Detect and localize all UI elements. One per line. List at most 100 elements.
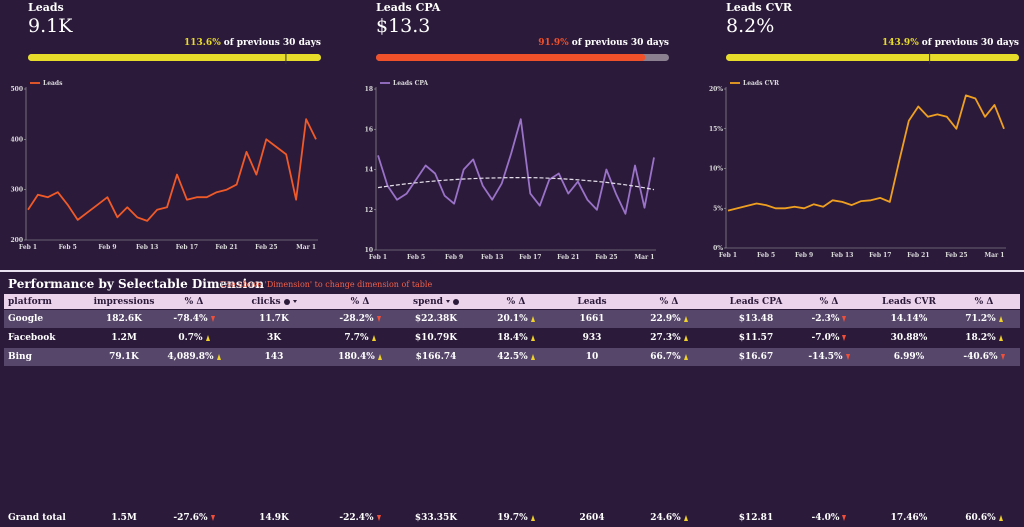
table-cell: % Δ (466, 294, 566, 309)
cell-text: 22.9% (650, 314, 681, 324)
y-tick-label: 16 (365, 126, 373, 133)
table-row: Grand total 1.5M -27.6% 14.9K -22.4% $33.35K 1… (4, 509, 1020, 527)
x-tick-label: Feb 17 (176, 244, 198, 251)
cell-text: -2.3% (811, 314, 840, 324)
change-arrow (683, 316, 688, 322)
cell-text: -78.4% (173, 314, 208, 324)
change-arrow (998, 335, 1003, 341)
kpi-label: Leads (28, 1, 64, 14)
table-cell: 79.1K (74, 348, 174, 366)
kpi-value: 8.2% (726, 15, 774, 37)
x-tick-label: Feb 5 (407, 254, 425, 261)
change-arrow (530, 316, 535, 322)
table-cell: 17.46% (859, 509, 959, 527)
x-tick-label: Mar 1 (984, 252, 1004, 259)
cell-text: 30.88% (890, 333, 928, 343)
x-tick-label: Feb 5 (59, 244, 77, 251)
x-tick-label: Feb 9 (445, 254, 463, 261)
change-arrow (683, 354, 688, 360)
x-tick-label: Feb 13 (831, 252, 853, 259)
kpi-change: 113.6% (184, 38, 221, 48)
cell-text: $22.38K (414, 314, 458, 324)
table-cell: -2.3% (779, 310, 879, 328)
cell-text: 10 (585, 352, 599, 362)
cell-text: -14.5% (808, 352, 843, 362)
change-arrow (1000, 354, 1005, 360)
cell-text: 14.9K (259, 513, 289, 523)
change-arrow (998, 316, 1003, 322)
cell-text: 79.1K (109, 352, 139, 362)
x-tick-label: Feb 9 (795, 252, 813, 259)
cell-text: -27.6% (173, 513, 208, 523)
cell-text: $166.74 (415, 352, 457, 362)
cell-text: $16.67 (738, 352, 774, 362)
performance-table: Performance by Selectable Dimension Use … (0, 270, 1024, 527)
cell-text: 1.5M (111, 513, 137, 523)
table-cell: 4,089.8% (144, 348, 244, 366)
sort-icon (445, 300, 450, 303)
table-cell: 60.6% (934, 509, 1024, 527)
change-arrow (530, 515, 535, 521)
table-cell: 19.7% (466, 509, 566, 527)
change-arrow (371, 335, 376, 341)
cell-text: 20.1% (497, 314, 528, 324)
table-cell: $13.48 (706, 310, 806, 328)
header-row: platform impressions % Δ clicks % Δ spend % Δ L… (4, 294, 1020, 309)
table-cell: % Δ (310, 294, 410, 309)
change-arrow (376, 316, 381, 322)
cell-text: 7.7% (344, 333, 369, 343)
change-arrow (683, 335, 688, 341)
kpi-note: of previous 30 days (572, 38, 669, 48)
legend-label: Leads (43, 80, 63, 87)
cell-text: 18.2% (965, 333, 996, 343)
table-cell: % Δ (144, 294, 244, 309)
cell-text: 42.5% (497, 352, 528, 362)
table-cell: -4.0% (779, 509, 879, 527)
y-tick-label: 10% (709, 166, 723, 173)
kpi-note: of previous 30 days (224, 38, 321, 48)
cell-text: 6.99% (893, 352, 925, 362)
table-cell: 0.7% (144, 329, 244, 347)
info-icon (452, 298, 459, 305)
table-cell: Bing (8, 348, 32, 366)
x-tick-label: Feb 9 (98, 244, 116, 251)
cell-text: 1.2M (111, 333, 137, 343)
table-cell: -14.5% (779, 348, 879, 366)
table-cell: 27.3% (619, 329, 719, 347)
x-tick-label: Mar 1 (296, 244, 316, 251)
cell-text: 182.6K (105, 314, 142, 324)
x-tick-label: Feb 13 (136, 244, 158, 251)
x-tick-label: Feb 21 (557, 254, 579, 261)
table-cell: 24.6% (619, 509, 719, 527)
x-tick-label: Feb 25 (945, 252, 967, 259)
column-header: % Δ (974, 296, 994, 307)
column-header: impressions (93, 296, 155, 307)
table-row: Facebook 1.2M 0.7% 3K 7.7% $10.79K 18.4% 933 27.… (4, 329, 1020, 347)
table-title: Performance by Selectable Dimension (8, 277, 264, 291)
change-arrow (998, 515, 1003, 521)
table-cell: 3K (224, 329, 324, 347)
y-tick-label: 20% (709, 86, 723, 93)
table-cell: 6.99% (859, 348, 959, 366)
change-arrow (376, 515, 381, 521)
kpi-note: of previous 30 days (922, 38, 1019, 48)
data-line (377, 118, 655, 215)
table-cell: Facebook (8, 329, 55, 347)
x-tick-label: Feb 25 (255, 244, 277, 251)
table-cell: 180.4% (310, 348, 410, 366)
change-arrow (842, 335, 847, 341)
table-cell: 66.7% (619, 348, 719, 366)
cell-text: Facebook (8, 333, 56, 343)
table-row: Google 182.6K -78.4% 11.7K -28.2% $22.38K 20.1… (4, 310, 1020, 328)
table-row: Bing 79.1K 4,089.8% 143 180.4% $166.74 42.5% 10… (4, 348, 1020, 366)
cell-text: Google (8, 314, 44, 324)
cell-text: $33.35K (414, 513, 458, 523)
kpi-change: 143.9% (882, 38, 919, 48)
cell-text: 27.3% (650, 333, 681, 343)
column-header: Leads CPA (729, 296, 783, 307)
table-cell: $22.38K (386, 310, 486, 328)
table-cell: $12.81 (706, 509, 806, 527)
table-cell: 2604 (542, 509, 642, 527)
column-header: Leads (577, 296, 607, 307)
table-cell: % Δ (779, 294, 879, 309)
